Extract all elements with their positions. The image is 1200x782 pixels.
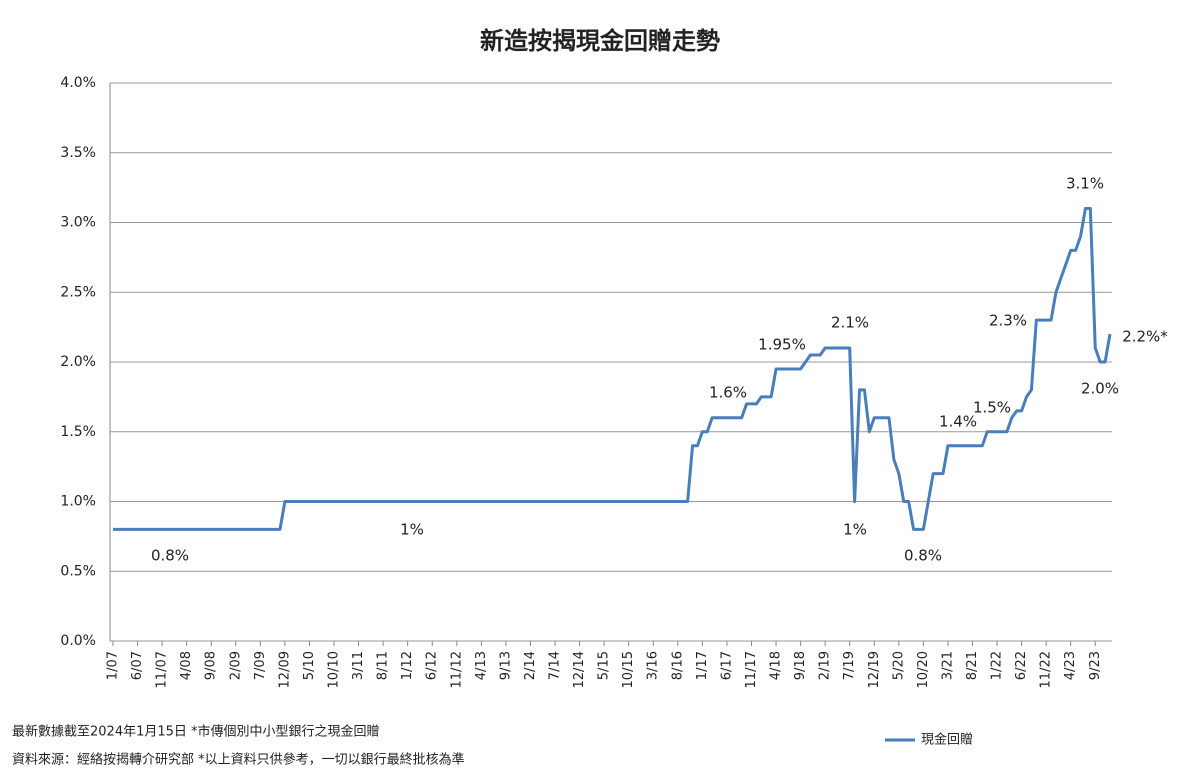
x-tick-label: 1/07 xyxy=(106,651,121,680)
x-tick-label: 1/22 xyxy=(990,651,1005,680)
x-tick-label: 7/14 xyxy=(548,651,563,680)
annotation: 2.3% xyxy=(989,312,1027,330)
y-tick-label: 3.0% xyxy=(60,215,96,231)
x-tick-label: 3/11 xyxy=(351,651,366,680)
x-tick-label: 1/12 xyxy=(400,651,415,680)
y-tick-label: 1.0% xyxy=(60,494,96,510)
x-tick-label: 3/16 xyxy=(646,651,661,680)
x-tick-label: 7/09 xyxy=(253,651,268,680)
series-line xyxy=(113,207,1112,531)
annotation: 0.8% xyxy=(904,547,942,565)
y-tick-label: 2.0% xyxy=(60,354,96,370)
x-tick-label: 4/08 xyxy=(179,651,194,680)
annotation: 1.5% xyxy=(973,399,1011,417)
annotation: 2.0% xyxy=(1081,380,1119,398)
y-tick-label: 4.0% xyxy=(60,75,96,91)
annotation: 0.8% xyxy=(151,547,189,565)
x-tick-label: 11/07 xyxy=(155,651,170,688)
x-tick-label: 12/19 xyxy=(867,651,882,688)
x-tick-label: 2/19 xyxy=(818,651,833,680)
y-tick-label: 0.0% xyxy=(60,633,96,649)
x-tick-label: 9/08 xyxy=(204,651,219,680)
footnote: 最新數據截至2024年1月15日 *市傳個別中小型銀行之現金回贈 xyxy=(12,724,380,740)
x-tick-label: 9/13 xyxy=(498,651,513,680)
x-tick-label: 10/20 xyxy=(916,651,931,688)
footnote: 資料來源：經絡按揭轉介研究部 *以上資料只供參考，一切以銀行最終批核為準 xyxy=(12,752,465,768)
x-tick-label: 6/12 xyxy=(425,651,440,680)
x-tick-label: 10/15 xyxy=(621,651,636,688)
x-tick-label: 11/22 xyxy=(1039,651,1054,688)
x-tick-label: 7/19 xyxy=(842,651,857,680)
x-tick-label: 2/09 xyxy=(228,651,243,680)
annotation: 2.1% xyxy=(831,314,869,332)
x-tick-label: 2/14 xyxy=(523,651,538,680)
x-tick-label: 11/12 xyxy=(449,651,464,688)
x-tick-label: 1/17 xyxy=(695,651,710,680)
x-tick-label: 11/17 xyxy=(744,651,759,688)
x-tick-label: 8/11 xyxy=(376,651,391,680)
annotation: 1% xyxy=(843,521,867,539)
y-tick-label: 0.5% xyxy=(60,563,96,579)
x-tick-label: 3/21 xyxy=(940,651,955,680)
annotation: 1.95% xyxy=(758,336,806,354)
x-tick-label: 4/18 xyxy=(769,651,784,680)
y-tick-label: 1.5% xyxy=(60,424,96,440)
y-tick-label: 3.5% xyxy=(60,145,96,161)
annotation: 2.2%* xyxy=(1122,328,1168,346)
x-tick-label: 9/18 xyxy=(793,651,808,680)
x-tick-label: 4/23 xyxy=(1063,651,1078,680)
annotation: 1.4% xyxy=(939,413,977,431)
x-tick-label: 5/15 xyxy=(597,651,612,680)
x-tick-label: 9/23 xyxy=(1088,651,1103,680)
x-tick-label: 12/14 xyxy=(572,651,587,688)
x-tick-label: 4/13 xyxy=(474,651,489,680)
y-tick-label: 2.5% xyxy=(60,284,96,300)
x-tick-label: 6/07 xyxy=(130,651,145,680)
x-tick-label: 8/21 xyxy=(965,651,980,680)
x-tick-label: 10/10 xyxy=(327,651,342,688)
x-tick-label: 6/17 xyxy=(719,651,734,680)
x-tick-label: 5/20 xyxy=(891,651,906,680)
x-tick-label: 12/09 xyxy=(277,651,292,688)
x-tick-label: 6/22 xyxy=(1014,651,1029,680)
chart-title: 新造按揭現金回贈走勢 xyxy=(480,27,720,55)
legend-label: 現金回贈 xyxy=(921,732,973,748)
annotation: 1.6% xyxy=(709,384,747,402)
x-tick-label: 5/10 xyxy=(302,651,317,680)
annotation: 3.1% xyxy=(1066,175,1104,193)
x-tick-label: 8/16 xyxy=(670,651,685,680)
annotation: 1% xyxy=(400,521,424,539)
